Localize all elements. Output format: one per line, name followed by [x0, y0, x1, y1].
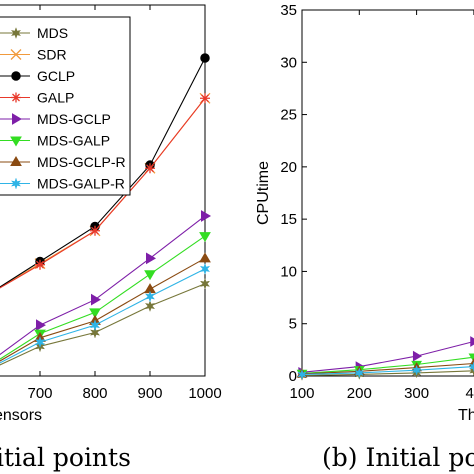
left-x-tick-label: 800	[82, 385, 107, 402]
left-chart-panel: 700 800 900 1000 ensors MDS SDR GCLP GALP MDS-GCL…	[0, 4, 222, 424]
left-series-line-mds-galp	[0, 235, 206, 360]
right-chart-panel: 0 5 10 15 20 25 30 35 100 200 300 40 Th CPUtime	[255, 2, 474, 424]
legend-marker-galp	[11, 92, 21, 103]
right-y-tick-label: 20	[280, 159, 297, 176]
right-x-tick-label: 40	[466, 385, 474, 402]
left-point-mds-gclp-r	[199, 252, 211, 263]
legend-label-mds-galp: MDS-GALP	[37, 133, 110, 149]
left-point-galp	[145, 163, 155, 174]
legend-label-mds: MDS	[37, 25, 68, 41]
left-point-mds-galp-r	[89, 319, 101, 332]
right-y-tick-label: 0	[289, 368, 297, 385]
left-series-line-mds-gclp-r	[0, 257, 206, 362]
left-series-line-mds	[0, 283, 206, 366]
legend-marker-sdr	[10, 49, 22, 60]
right-x-tick-label: 300	[404, 385, 429, 402]
legend-marker-mds-gclp-r	[10, 156, 22, 166]
right-point-mds-gclp	[470, 336, 474, 347]
left-plot-frame	[0, 4, 206, 377]
legend-label-mds-gclp-r: MDS-GCLP-R	[37, 154, 126, 170]
left-point-mds-gclp	[91, 293, 101, 306]
left-x-tick-label: 900	[137, 385, 162, 402]
left-x-tick-label: 700	[27, 385, 52, 402]
right-y-tick-label: 15	[280, 211, 297, 228]
left-point-mds	[89, 326, 101, 339]
left-point-mds-galp-r	[144, 290, 156, 303]
right-y-tick-label: 35	[280, 2, 297, 19]
legend-label-gclp: GCLP	[37, 68, 75, 84]
legend-label-galp: GALP	[37, 90, 74, 106]
left-point-galp	[200, 93, 210, 104]
right-y-axis-label: CPUtime	[255, 161, 272, 225]
left-point-mds-galp-r	[34, 336, 46, 349]
right-point-mds-galp-r	[354, 367, 365, 379]
right-y-tick-label: 30	[280, 54, 297, 71]
left-x-tick-label: 1000	[188, 385, 221, 402]
legend-label-mds-galp-r: MDS-GALP-R	[37, 176, 125, 192]
legend-marker-mds-galp	[10, 136, 22, 147]
left-legend: MDS SDR GCLP GALP MDS-GCLP MDS-GALP MDS-GCLP-R…	[0, 16, 131, 196]
left-point-mds-galp	[89, 308, 101, 319]
legend-marker-mds	[10, 27, 22, 40]
left-point-mds	[144, 300, 156, 313]
left-x-axis-label: ensors	[0, 407, 42, 424]
right-x-axis-label: Th	[458, 407, 474, 424]
left-point-mds-gclp	[146, 252, 156, 265]
left-point-galp	[90, 225, 100, 236]
left-point-mds-galp-r	[199, 262, 211, 275]
left-point-mds-gclp	[201, 210, 211, 222]
left-point-mds-gclp	[36, 319, 46, 331]
left-point-mds	[199, 277, 211, 290]
right-y-tick-label: 25	[280, 107, 297, 124]
legend-label-mds-gclp: MDS-GCLP	[37, 111, 111, 127]
legend-marker-mds-galp-r	[10, 177, 22, 190]
right-plot-frame	[301, 9, 474, 377]
right-x-tick-label: 100	[289, 385, 314, 402]
right-point-mds-galp-r	[297, 368, 307, 380]
legend-marker-mds-gclp	[12, 113, 22, 125]
left-point-mds-galp	[144, 270, 156, 281]
left-point-galp	[35, 259, 45, 270]
left-point-mds-galp	[199, 232, 211, 243]
right-y-tick-label: 10	[280, 263, 297, 280]
left-series-line-mds-galp-r	[0, 268, 206, 364]
left-caption: itial points	[0, 443, 131, 472]
right-caption: (b) Initial po	[322, 443, 474, 472]
right-point-mds-galp-r	[411, 364, 422, 376]
legend-label-sdr: SDR	[37, 47, 67, 63]
right-y-tick-label: 5	[289, 316, 297, 333]
legend-box	[0, 16, 131, 196]
right-point-mds-gclp	[412, 350, 423, 362]
legend-marker-gclp	[11, 71, 21, 81]
right-x-tick-label: 200	[347, 385, 372, 402]
left-point-gclp	[200, 53, 210, 63]
